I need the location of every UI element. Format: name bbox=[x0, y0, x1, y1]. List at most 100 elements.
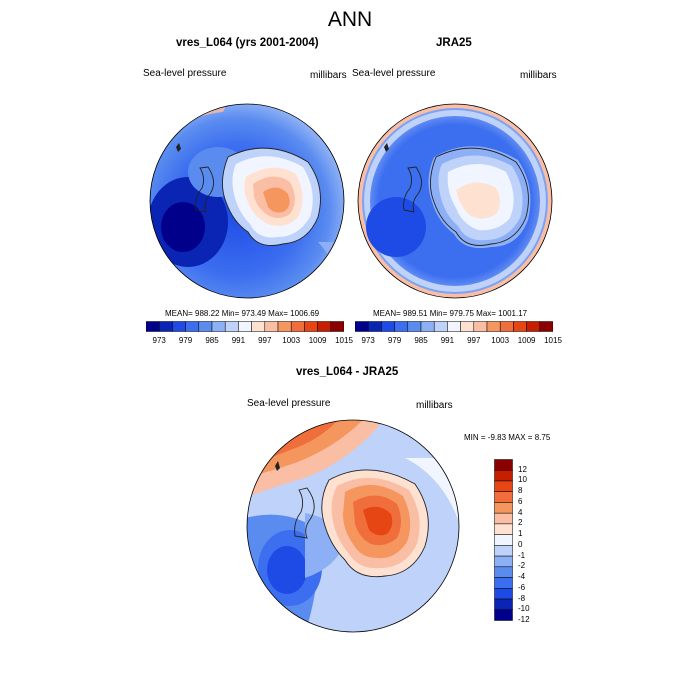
panel1-colorbar bbox=[146, 321, 344, 332]
panel3-units-label: millibars bbox=[416, 400, 453, 411]
panel1-colorbar-swatch bbox=[198, 321, 213, 332]
panel3-colorbar-tick-label: 12 bbox=[518, 464, 527, 474]
panel2-south-america-tip bbox=[384, 143, 389, 152]
panel3-colorbar-tick-label: 8 bbox=[518, 486, 523, 496]
panel3-peninsula-outline bbox=[294, 487, 315, 539]
panel2-colorbar-labels: 973 979 985 991 997 1003 1009 1015 bbox=[355, 336, 562, 348]
panel2-colorbar-tick-label: 979 bbox=[387, 336, 402, 345]
panel2-colorbar bbox=[355, 321, 553, 332]
panel1-colorbar-labels: 973 979 985 991 997 1003 1009 1015 bbox=[146, 336, 353, 348]
panel3-south-america-tip bbox=[275, 461, 280, 471]
panel3-colorbar-swatch bbox=[494, 512, 513, 525]
panel3-map-border bbox=[246, 419, 460, 633]
panel3-colorbar-tick-label: -10 bbox=[518, 604, 530, 614]
panel3-colorbar-swatch bbox=[494, 555, 513, 568]
panel3-stats: MIN = -9.83 MAX = 8.75 bbox=[464, 433, 551, 442]
panel2-colorbar-tick-label: 1003 bbox=[491, 336, 510, 345]
panel3-colorbar-tick-label: 1 bbox=[518, 529, 523, 539]
panel2-units-label: millibars bbox=[520, 70, 557, 81]
panel2-variable-label: Sea-level pressure bbox=[352, 68, 436, 79]
panel3-colorbar-swatch bbox=[494, 566, 513, 578]
panel3-coastline bbox=[321, 469, 429, 578]
panel3-colorbar bbox=[494, 459, 513, 621]
panel3-map bbox=[246, 419, 460, 633]
panel1-map-border bbox=[149, 103, 345, 299]
panel3-colorbar-tick-label: 0 bbox=[518, 539, 523, 549]
panel3-colorbar-swatch bbox=[494, 459, 513, 471]
panel1-south-america-tip bbox=[176, 143, 181, 152]
panel2-colorbar-swatch bbox=[420, 321, 435, 332]
panel2-colorbar-swatch bbox=[447, 321, 461, 332]
panel1-colorbar-swatch bbox=[224, 321, 239, 332]
panel2-colorbar-swatch bbox=[473, 321, 488, 332]
panel3-colorbar-tick-label: -1 bbox=[518, 550, 526, 560]
panel1-colorbar-tick-label: 985 bbox=[205, 336, 219, 345]
panel2-colorbar-swatch bbox=[526, 321, 541, 332]
panel2-colorbar-swatch bbox=[539, 321, 553, 332]
panel2-colorbar-swatch bbox=[486, 321, 501, 332]
panel2-colorbar-tick-label: 1009 bbox=[517, 336, 536, 345]
panel3-colorbar-swatch bbox=[494, 598, 513, 611]
panel2-colorbar-tick-label: 973 bbox=[361, 336, 375, 345]
panel2-contour-plateau bbox=[456, 182, 500, 219]
panel3-contour-plateau-peak bbox=[363, 506, 393, 536]
panel2-colorbar-swatch bbox=[394, 321, 409, 332]
panel1-title: vres_L064 (yrs 2001-2004) bbox=[176, 37, 319, 49]
panel3-colorbar-tick-label: 10 bbox=[518, 475, 527, 485]
panel1-colorbar-swatch bbox=[290, 321, 305, 332]
panel2-colorbar-swatch bbox=[381, 321, 395, 332]
panel3-colorbar-swatch bbox=[494, 577, 513, 589]
panel1-colorbar-swatch bbox=[304, 321, 318, 332]
panel3-colorbar-swatch bbox=[494, 491, 513, 503]
panel3-variable-label: Sea-level pressure bbox=[247, 398, 331, 409]
panel3-colorbar-swatch bbox=[494, 534, 513, 546]
panel2-colorbar-swatch bbox=[433, 321, 448, 332]
panel2-title: JRA25 bbox=[436, 37, 472, 49]
figure-title: ANN bbox=[327, 8, 373, 31]
panel1-map bbox=[149, 103, 345, 299]
panel2-colorbar-tick-label: 1015 bbox=[544, 336, 562, 345]
panel1-peninsula-outline bbox=[195, 166, 214, 213]
panel1-colorbar-swatch bbox=[172, 321, 186, 332]
panel2-colorbar-tick-label: 997 bbox=[467, 336, 481, 345]
panel1-colorbar-swatch bbox=[317, 321, 332, 332]
panel1-colorbar-swatch bbox=[211, 321, 226, 332]
panel2-colorbar-swatch bbox=[460, 321, 475, 332]
panel3-colorbar-swatch bbox=[494, 523, 513, 535]
panel1-units-label: millibars bbox=[310, 70, 347, 81]
panel1-low-pressure-core bbox=[161, 202, 205, 252]
panel3-colorbar-tick-label: 4 bbox=[518, 507, 523, 517]
panel2-coastline bbox=[430, 147, 529, 246]
panel3-title: vres_L064 - JRA25 bbox=[296, 366, 399, 378]
panel1-colorbar-swatch bbox=[330, 321, 344, 332]
panel3-colorbar-tick-label: -4 bbox=[518, 572, 526, 582]
panel2-low-pressure-center bbox=[366, 197, 426, 257]
panel3-colorbar-swatch bbox=[494, 480, 513, 492]
panel1-colorbar-swatch bbox=[264, 321, 279, 332]
panel2-colorbar-tick-label: 991 bbox=[440, 336, 455, 345]
panel2-stats: MEAN= 989.51 Min= 979.75 Max= 1001.17 bbox=[373, 309, 528, 318]
panel1-colorbar-swatch bbox=[238, 321, 252, 332]
panel1-contour-plateau-peak bbox=[263, 187, 290, 213]
panel3-colorbar-tick-label: 2 bbox=[518, 518, 523, 528]
panel3-colorbar-labels: 12 10 8 6 4 2 1 0 -1 -2 -4 -6 -8 -10 -12 bbox=[518, 459, 558, 624]
panel3-colorbar-swatch bbox=[494, 609, 513, 621]
panel1-colorbar-tick-label: 1015 bbox=[335, 336, 353, 345]
panel3-colorbar-swatch bbox=[494, 588, 513, 600]
panel3-colorbar-swatch bbox=[494, 469, 513, 482]
panel3-negative-sw-core bbox=[267, 546, 307, 594]
panel3-colorbar-tick-label: -8 bbox=[518, 593, 526, 603]
panel1-variable-label: Sea-level pressure bbox=[143, 68, 227, 79]
panel1-colorbar-tick-label: 1003 bbox=[282, 336, 301, 345]
panel2-colorbar-swatch bbox=[513, 321, 527, 332]
panel2-peninsula-outline bbox=[403, 166, 422, 213]
panel3-colorbar-swatch bbox=[494, 502, 513, 514]
panel2-colorbar-tick-label: 985 bbox=[414, 336, 428, 345]
panel1-colorbar-tick-label: 997 bbox=[258, 336, 272, 345]
panel1-colorbar-swatch bbox=[146, 321, 160, 332]
panel2-map-border bbox=[357, 103, 553, 299]
panel2-outer-ring-inner bbox=[364, 110, 546, 292]
panel1-colorbar-tick-label: 991 bbox=[231, 336, 246, 345]
panel1-colorbar-tick-label: 973 bbox=[152, 336, 166, 345]
panel1-colorbar-swatch bbox=[251, 321, 266, 332]
